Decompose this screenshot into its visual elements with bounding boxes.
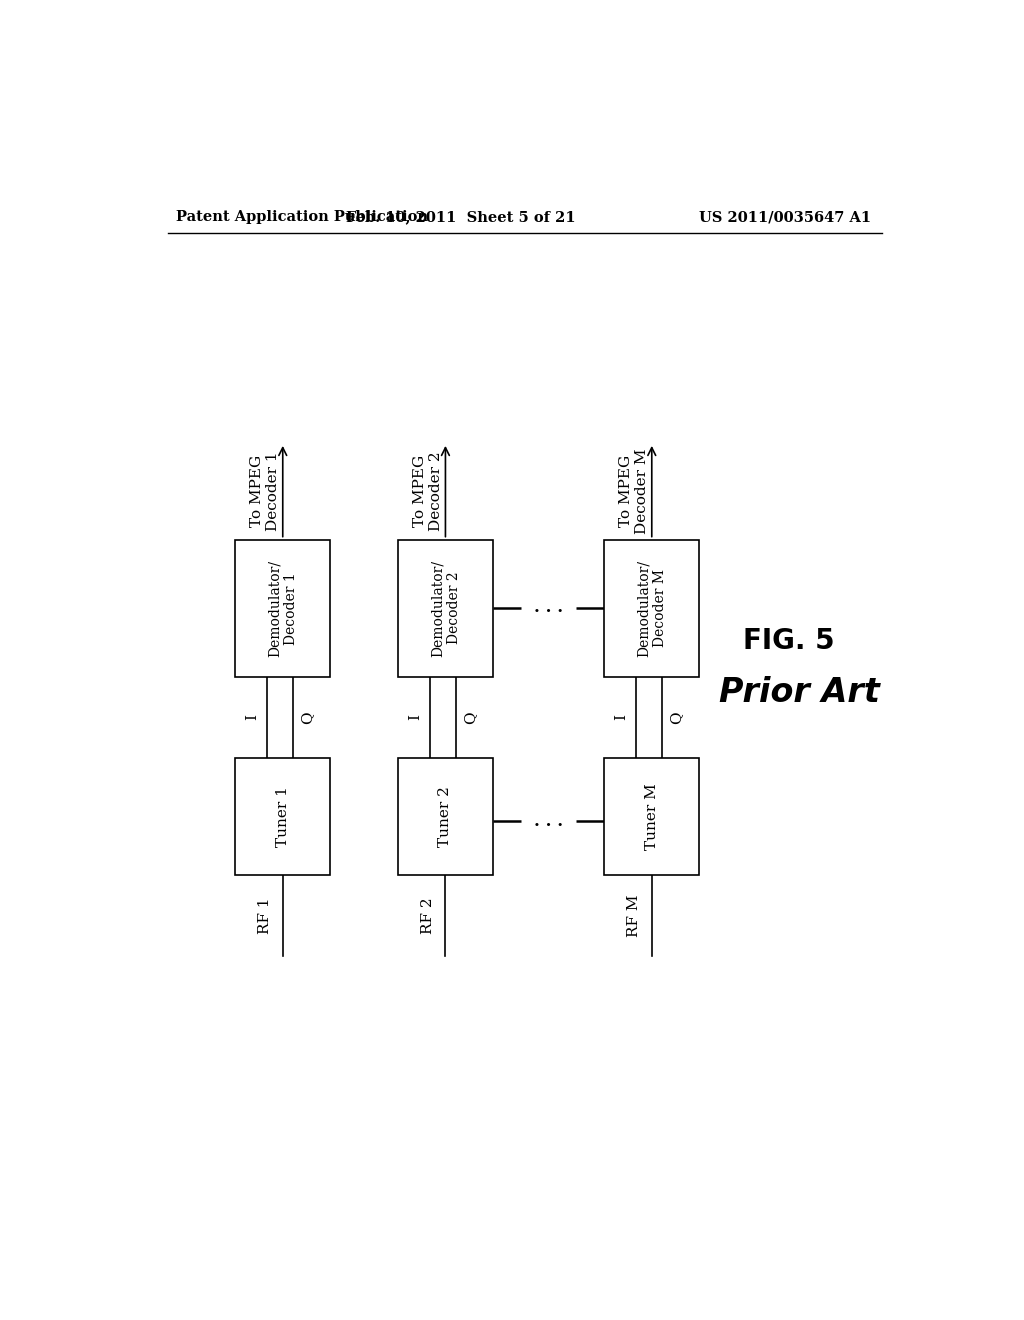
Text: Q: Q <box>463 711 477 723</box>
Text: RF M: RF M <box>628 895 641 937</box>
Text: Demodulator/
Decoder M: Demodulator/ Decoder M <box>637 560 667 656</box>
Bar <box>236 758 331 875</box>
Text: To MPEG
Decoder 1: To MPEG Decoder 1 <box>250 451 281 531</box>
Bar <box>604 758 699 875</box>
Text: Tuner 2: Tuner 2 <box>438 787 453 847</box>
Text: Prior Art: Prior Art <box>719 676 880 709</box>
Text: . . .: . . . <box>535 813 563 829</box>
Text: Q: Q <box>300 711 314 723</box>
Text: US 2011/0035647 A1: US 2011/0035647 A1 <box>699 210 871 224</box>
Text: Tuner 1: Tuner 1 <box>275 787 290 847</box>
Text: I: I <box>246 714 260 721</box>
Bar <box>397 540 494 677</box>
Bar <box>397 758 494 875</box>
Text: Patent Application Publication: Patent Application Publication <box>176 210 428 224</box>
Bar <box>236 540 331 677</box>
Text: Tuner M: Tuner M <box>645 783 658 850</box>
Text: To MPEG
Decoder 2: To MPEG Decoder 2 <box>413 451 443 531</box>
Text: RF 1: RF 1 <box>258 898 272 935</box>
Text: FIG. 5: FIG. 5 <box>743 627 835 655</box>
Text: I: I <box>409 714 422 721</box>
Text: Demodulator/
Decoder 2: Demodulator/ Decoder 2 <box>430 560 461 656</box>
Bar <box>604 540 699 677</box>
Text: . . .: . . . <box>535 599 563 616</box>
Text: RF 2: RF 2 <box>421 898 435 935</box>
Text: Feb. 10, 2011  Sheet 5 of 21: Feb. 10, 2011 Sheet 5 of 21 <box>346 210 577 224</box>
Text: To MPEG
Decoder M: To MPEG Decoder M <box>620 449 649 535</box>
Text: Demodulator/
Decoder 1: Demodulator/ Decoder 1 <box>267 560 298 656</box>
Text: I: I <box>614 714 629 721</box>
Text: Q: Q <box>670 711 683 723</box>
